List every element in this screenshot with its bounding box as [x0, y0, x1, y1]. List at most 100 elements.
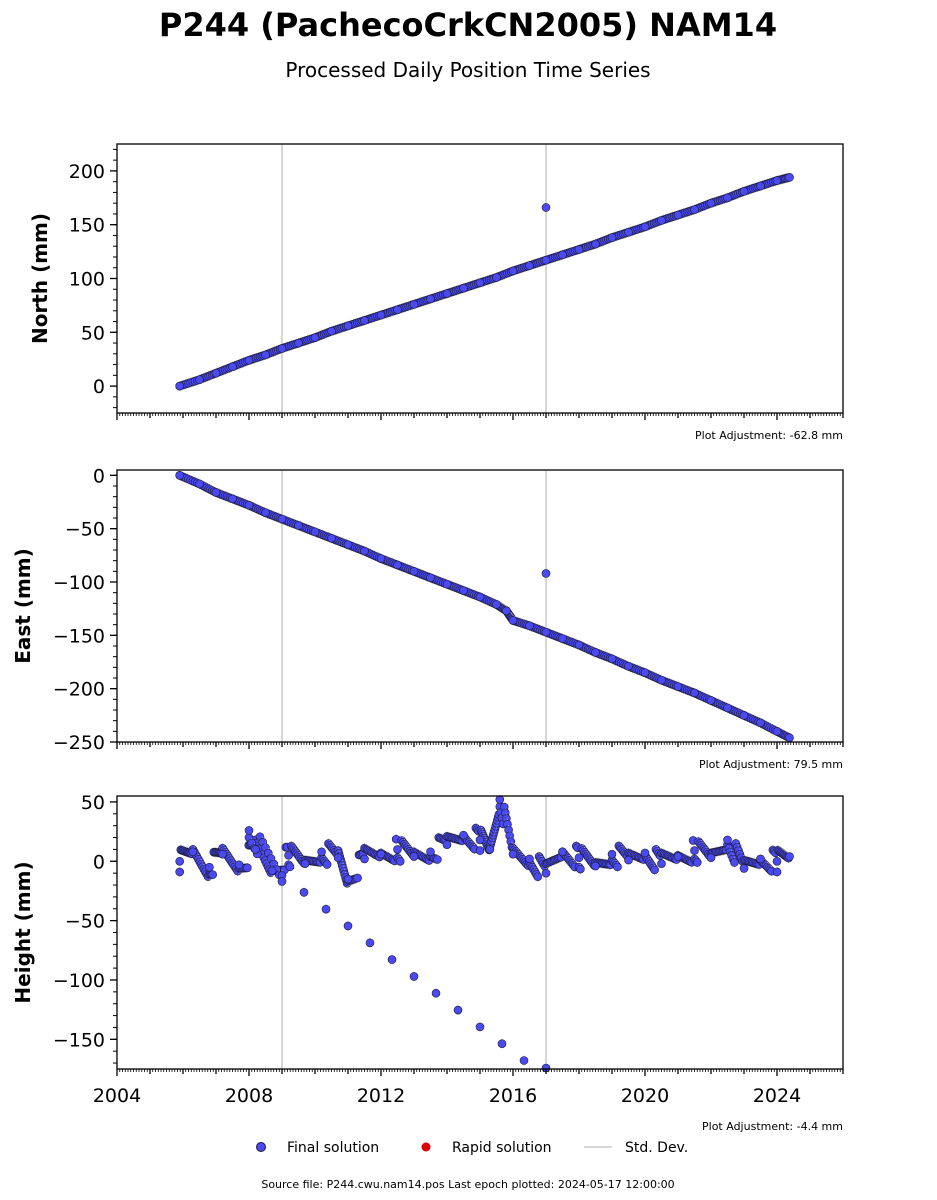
height-point — [277, 877, 287, 886]
north-point — [492, 273, 501, 282]
height-point — [409, 852, 419, 861]
height-point — [251, 845, 260, 854]
height-point — [175, 867, 184, 877]
north-point — [558, 250, 567, 260]
north-point — [739, 187, 749, 196]
height-point — [188, 847, 198, 857]
north-point — [607, 233, 617, 242]
height-point — [785, 852, 794, 861]
east-point — [175, 471, 184, 480]
east-point — [673, 682, 683, 691]
north-point — [195, 375, 204, 384]
height-point — [218, 849, 227, 859]
height-point — [343, 874, 353, 884]
y-tick-label: −150 — [53, 625, 105, 647]
north-point — [360, 316, 369, 325]
y-tick-label: −200 — [53, 679, 105, 701]
north-ylabel: North (mm) — [28, 213, 52, 344]
y-tick-label: 0 — [93, 851, 105, 873]
north-point — [376, 310, 386, 320]
height-point — [353, 873, 362, 883]
north-point — [459, 283, 468, 293]
north-point — [409, 300, 419, 309]
legend-stddev-label: Std. Dev. — [625, 1140, 688, 1156]
east-point — [492, 600, 501, 609]
north-point — [706, 198, 716, 208]
east-point — [409, 567, 419, 576]
north-point — [261, 350, 270, 360]
y-tick-label: 100 — [69, 269, 105, 291]
north-point — [673, 210, 683, 220]
height-point — [497, 1039, 507, 1048]
height-point — [624, 855, 633, 865]
height-point — [495, 795, 505, 804]
height-point — [613, 862, 622, 872]
north-point — [442, 289, 452, 298]
east-point — [195, 479, 204, 489]
height-point — [723, 835, 732, 845]
north-point — [574, 245, 584, 254]
y-tick-label: −150 — [53, 1029, 105, 1051]
east-point — [211, 488, 221, 497]
height-point — [640, 848, 650, 858]
east-point — [244, 500, 254, 510]
north-point — [244, 355, 254, 365]
height-panel: 50 0 −50 −100 −150 Height (mm) Plot Adjustment… — [11, 792, 844, 1133]
east-point — [327, 533, 336, 543]
north-point — [657, 216, 666, 225]
x-tick-label: 2016 — [489, 1085, 537, 1107]
east-point — [558, 634, 567, 643]
east-point — [277, 514, 287, 524]
height-point — [285, 862, 295, 872]
north-point — [310, 333, 320, 342]
north-point — [640, 222, 650, 232]
height-point — [284, 851, 293, 860]
height-point — [772, 867, 782, 877]
y-tick-label: 0 — [93, 376, 105, 398]
height-point — [650, 865, 659, 875]
east-point — [310, 527, 320, 537]
legend-rapid-label: Rapid solution — [452, 1140, 552, 1156]
height-point — [756, 854, 765, 864]
height-point — [175, 856, 184, 866]
north-point — [211, 368, 221, 378]
height-point — [387, 955, 397, 964]
east-point — [228, 494, 237, 504]
y-tick-label: 200 — [69, 161, 105, 183]
height-point — [234, 860, 244, 870]
east-point — [574, 640, 584, 650]
east-point — [772, 727, 782, 736]
height-point — [208, 870, 217, 879]
height-point — [574, 853, 584, 863]
north-point — [541, 203, 551, 212]
east-frame — [116, 469, 844, 743]
height-point — [591, 861, 600, 871]
north-point — [785, 173, 794, 182]
east-point — [426, 573, 435, 583]
north-point — [228, 362, 237, 372]
east-point — [756, 718, 765, 728]
height-point — [243, 863, 252, 873]
height-point — [453, 1005, 463, 1015]
east-point — [525, 621, 534, 631]
x-tick-label: 2020 — [621, 1085, 669, 1107]
figure-title: P244 (PachecoCrkCN2005) NAM14 — [159, 6, 777, 44]
legend-final-label: Final solution — [287, 1140, 379, 1156]
height-ylabel: Height (mm) — [11, 861, 35, 1003]
north-point — [723, 193, 732, 203]
east-point — [640, 668, 650, 677]
east-point — [442, 579, 452, 589]
east-point — [502, 606, 511, 616]
height-point — [321, 904, 331, 914]
x-tick-labels: 2004 2008 2012 2016 2020 2024 — [93, 1085, 801, 1107]
east-point — [785, 733, 794, 743]
east-point — [393, 560, 402, 570]
height-point — [475, 846, 485, 855]
east-point — [343, 540, 353, 549]
height-point — [442, 840, 452, 849]
height-point — [244, 826, 254, 835]
height-point — [730, 858, 739, 867]
height-point — [739, 864, 749, 873]
east-point — [508, 616, 518, 625]
